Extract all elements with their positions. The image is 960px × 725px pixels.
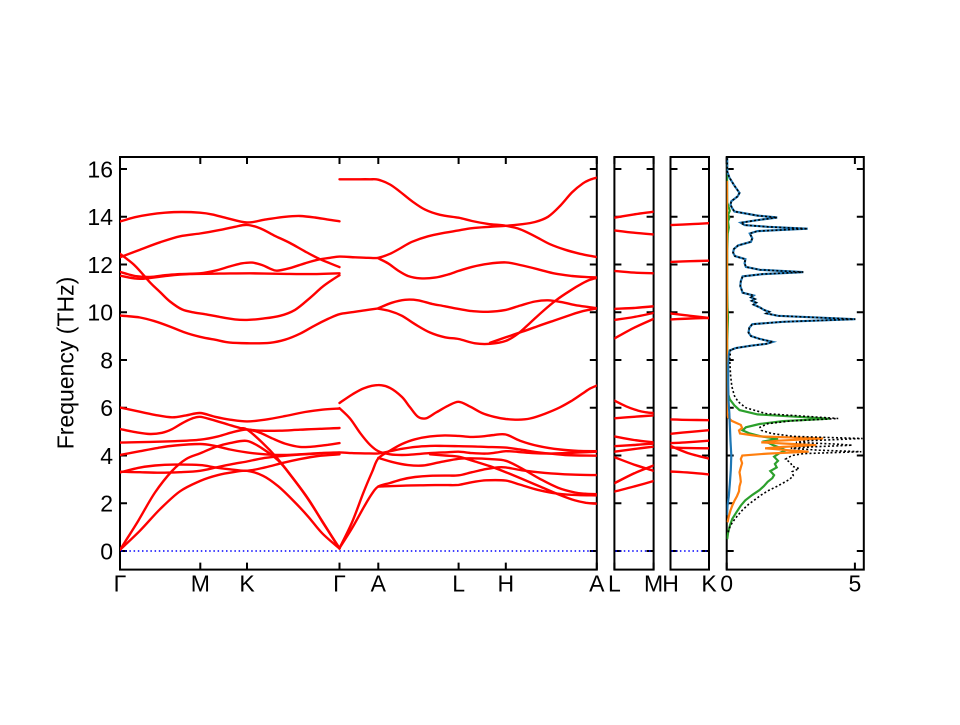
svg-text:Γ: Γ (114, 571, 127, 597)
svg-text:Γ: Γ (333, 571, 346, 597)
svg-text:4: 4 (100, 443, 113, 469)
svg-text:14: 14 (87, 204, 113, 230)
svg-text:A: A (589, 571, 605, 597)
svg-text:0: 0 (720, 571, 733, 597)
svg-text:M: M (644, 571, 663, 597)
svg-text:H: H (497, 571, 514, 597)
svg-text:L: L (452, 571, 465, 597)
svg-text:Frequency (THz): Frequency (THz) (53, 277, 79, 450)
svg-text:2: 2 (100, 491, 113, 517)
svg-text:K: K (239, 571, 255, 597)
svg-text:0: 0 (100, 538, 113, 564)
svg-text:A: A (371, 571, 387, 597)
svg-text:16: 16 (87, 156, 113, 182)
svg-text:L: L (608, 571, 621, 597)
svg-text:K: K (701, 571, 717, 597)
svg-text:12: 12 (87, 252, 113, 278)
svg-text:M: M (191, 571, 210, 597)
svg-text:10: 10 (87, 300, 113, 326)
svg-text:H: H (662, 571, 679, 597)
svg-text:6: 6 (100, 395, 113, 421)
svg-text:5: 5 (849, 571, 862, 597)
svg-text:8: 8 (100, 347, 113, 373)
